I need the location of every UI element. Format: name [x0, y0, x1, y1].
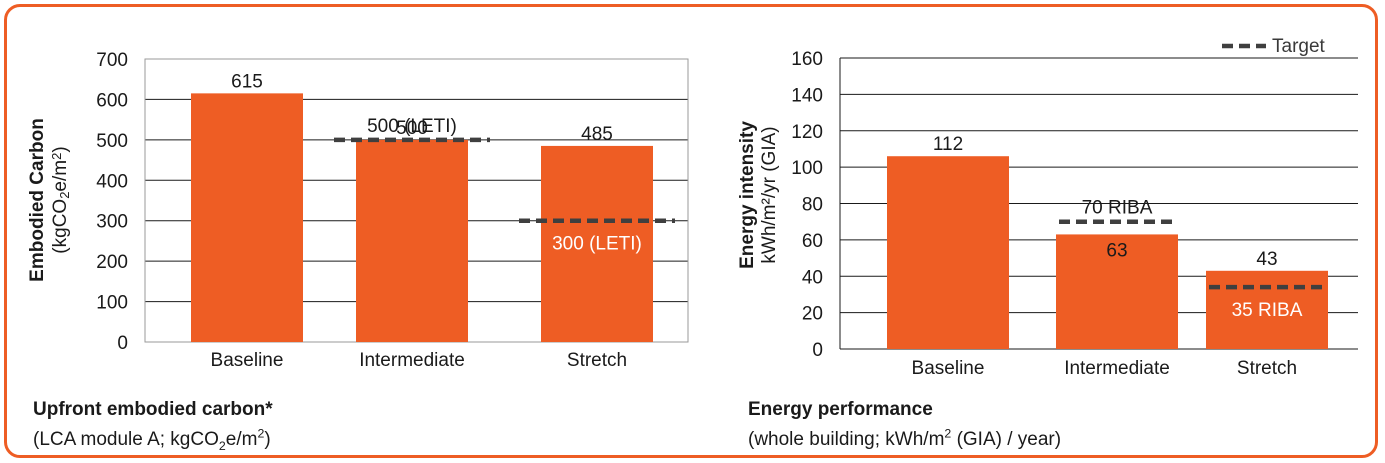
y-tick-label: 120 — [791, 122, 823, 143]
y-axis-title-unit: (kgCO2e/m2) — [49, 146, 72, 253]
left-caption-subtitle: (LCA module A; kgCO2e/m2) — [33, 427, 271, 454]
right-caption-title: Energy performance — [748, 399, 933, 420]
y-tick-label: 200 — [96, 252, 128, 273]
x-tick-label: Baseline — [912, 358, 985, 379]
y-axis-title-bold: Energy intensity — [737, 121, 758, 269]
y-tick-label: 140 — [791, 85, 823, 106]
y-axis-title-unit: kWh/m²/yr (GIA) — [759, 126, 780, 263]
right-caption: Energy performance (whole building; kWh/… — [748, 398, 1061, 452]
y-tick-label: 40 — [802, 267, 823, 288]
y-tick-label: 500 — [96, 131, 128, 152]
figure-frame — [4, 4, 1378, 458]
y-tick-label: 160 — [791, 49, 823, 70]
target-label: 70 RIBA — [1082, 198, 1153, 219]
bar-value-label: 500 — [396, 118, 428, 139]
energy-intensity-chart: 0 20 40 60 80 100 120 140 160 112 Baseline 63 Interm… — [737, 36, 1358, 379]
x-tick-label: Stretch — [1237, 358, 1297, 379]
y-axis-title: Embodied Carbon (kgCO2e/m2) — [27, 118, 72, 282]
x-tick-label: Stretch — [567, 350, 627, 371]
bar-value-label: 615 — [231, 71, 263, 92]
x-tick-label: Baseline — [211, 350, 284, 371]
bar — [191, 93, 303, 342]
y-tick-label: 80 — [802, 195, 823, 216]
left-caption: Upfront embodied carbon* (LCA module A; … — [33, 398, 273, 458]
left-caption-title: Upfront embodied carbon* — [33, 399, 273, 420]
y-tick-label: 100 — [791, 158, 823, 179]
y-tick-label: 60 — [802, 231, 823, 252]
y-axis-title: Energy intensity kWh/m²/yr (GIA) — [737, 121, 780, 269]
bar — [1056, 234, 1178, 349]
target-label: 300 (LETI) — [552, 234, 642, 255]
target-label: 500 (LETI) — [367, 116, 457, 137]
y-tick-label: 0 — [812, 340, 823, 361]
bar — [356, 139, 468, 342]
y-tick-label: 400 — [96, 171, 128, 192]
y-tick-label: 0 — [117, 333, 128, 354]
bar — [1206, 270, 1328, 349]
legend-label: Target — [1272, 36, 1326, 57]
right-caption-subtitle: (whole building; kWh/m2 (GIA) / year) — [748, 427, 1062, 451]
y-tick-label: 100 — [96, 293, 128, 314]
x-tick-label: Intermediate — [359, 350, 465, 371]
bar — [541, 145, 653, 342]
bar — [887, 156, 1009, 349]
bar-value-label: 63 — [1106, 240, 1127, 261]
y-tick-label: 300 — [96, 212, 128, 233]
y-axis-title-bold: Embodied Carbon — [27, 118, 48, 282]
y-tick-label: 700 — [96, 50, 128, 71]
target-label: 35 RIBA — [1232, 300, 1303, 321]
y-tick-label: 20 — [802, 304, 823, 325]
y-tick-label: 600 — [96, 90, 128, 111]
bar-value-label: 485 — [581, 124, 613, 145]
bar-value-label: 43 — [1256, 249, 1277, 270]
bar-value-label: 112 — [933, 134, 963, 155]
x-tick-label: Intermediate — [1064, 358, 1170, 379]
embodied-carbon-chart: 0 100 200 300 400 500 600 700 615 Baseline 500 Inte… — [27, 50, 689, 371]
